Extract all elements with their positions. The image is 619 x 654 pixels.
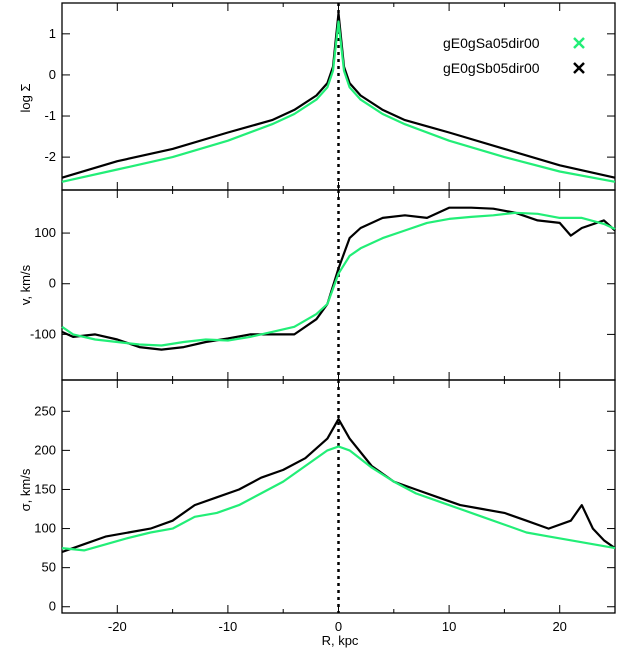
series-line-gE0gSa05dir00 xyxy=(61,20,616,183)
y-tick-label: 0 xyxy=(49,67,56,82)
y-tick-label: 100 xyxy=(34,225,56,240)
y-axis-label-surface-density: log Σ xyxy=(18,84,33,113)
legend: gE0gSa05dir00 gE0gSb05dir00 xyxy=(443,35,585,76)
y-tick-label: 200 xyxy=(34,442,56,457)
panel-velocity: 100 0 -100 xyxy=(30,189,616,381)
legend-label-gE0gSa05dir00: gE0gSa05dir00 xyxy=(443,35,540,51)
y-tick-label: 1 xyxy=(49,26,56,41)
y-tick-label: -100 xyxy=(30,326,56,341)
x-tick-label: -10 xyxy=(219,619,238,634)
y-tick-label: 0 xyxy=(49,276,56,291)
y-tick-label: 150 xyxy=(34,481,56,496)
x-tick-label: -20 xyxy=(108,619,127,634)
y-tick-label: 250 xyxy=(34,403,56,418)
x-tick-label: 10 xyxy=(442,619,456,634)
series-line-gE0gSb05dir00 xyxy=(61,12,616,179)
y-tick-label: 0 xyxy=(49,599,56,614)
series-line-gE0gSa05dir00 xyxy=(61,445,616,552)
series-line-gE0gSa05dir00 xyxy=(61,211,616,347)
series-line-gE0gSb05dir00 xyxy=(61,206,616,351)
x-axis-label: R, kpc xyxy=(322,633,359,648)
legend-marker-green-x xyxy=(573,37,585,49)
y-tick-label: 50 xyxy=(42,560,56,575)
legend-label-gE0gSb05dir00: gE0gSb05dir00 xyxy=(443,60,540,76)
y-axis-label-dispersion: σ, km/s xyxy=(18,468,33,511)
panel-surface-density: 1 0 -1 -2 xyxy=(44,2,616,191)
y-tick-label: -1 xyxy=(44,108,56,123)
series-line-gE0gSb05dir00 xyxy=(61,418,616,554)
y-tick-label: 100 xyxy=(34,521,56,536)
panel-dispersion: 0 50 100 150 200 250 -20 -10 0 10 20 xyxy=(34,379,616,634)
y-tick-label: -2 xyxy=(44,149,56,164)
x-tick-label: 20 xyxy=(552,619,566,634)
legend-marker-black-x xyxy=(573,62,585,74)
y-axis-label-velocity: v, km/s xyxy=(18,264,33,305)
x-tick-label: 0 xyxy=(335,619,342,634)
